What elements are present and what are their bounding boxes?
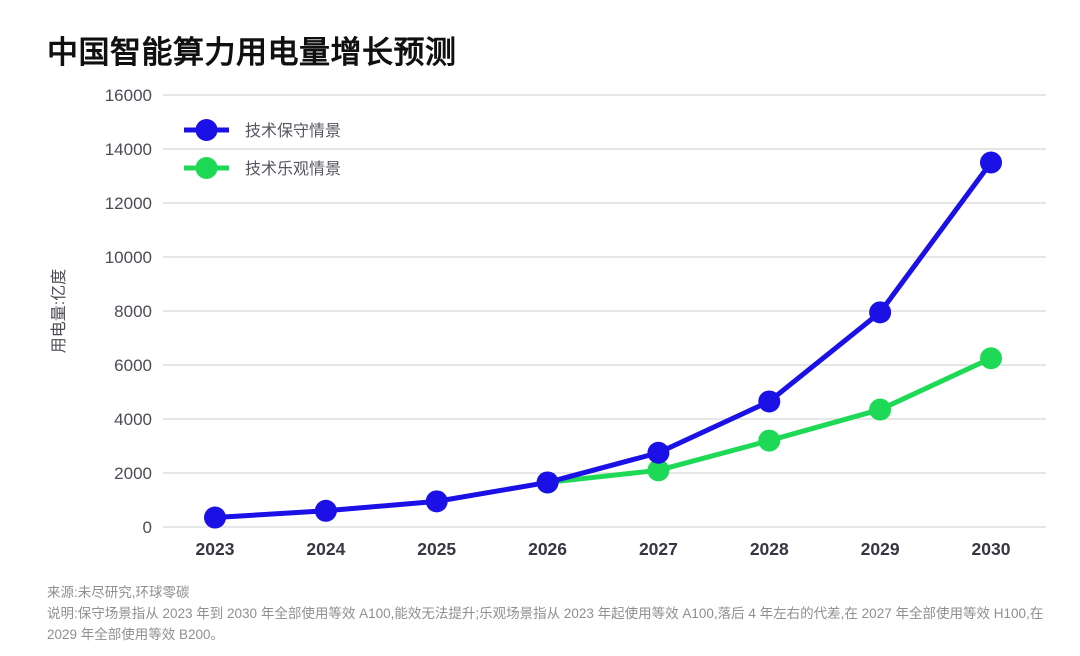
x-tick-label: 2026	[528, 539, 567, 559]
y-tick-label: 16000	[105, 86, 152, 105]
x-tick-label: 2029	[861, 539, 900, 559]
conservative-data-point	[204, 506, 226, 529]
conservative-data-point	[314, 499, 337, 522]
legend-label-conservative: 技术保守情景	[245, 122, 341, 140]
optimistic-data-point	[979, 347, 1002, 370]
chart-title: 中国智能算力用电量增长预测	[47, 34, 457, 70]
y-tick-label: 12000	[105, 194, 152, 213]
x-tick-label: 2030	[972, 539, 1011, 559]
description-note: 说明:保守场景指从 2023 年到 2030 年全部使用等效 A100,能效无法…	[47, 606, 1044, 642]
y-tick-label: 8000	[114, 302, 152, 321]
conservative-data-point	[647, 441, 670, 464]
legend-label-optimistic: 技术乐观情景	[245, 160, 341, 178]
y-axis-title: 用电量:亿度	[50, 269, 68, 353]
x-tick-label: 2027	[639, 539, 678, 559]
optimistic-data-point	[647, 459, 670, 482]
footnotes: 来源:未尽研究,环球零碳 说明:保守场景指从 2023 年到 2030 年全部使…	[47, 582, 1055, 645]
conservative-series-line	[212, 160, 994, 521]
conservative-data-point	[758, 390, 781, 413]
conservative-data-point	[425, 490, 448, 513]
y-tick-label: 6000	[114, 356, 152, 375]
x-tick-label: 2024	[306, 539, 345, 559]
y-tick-label: 14000	[105, 140, 152, 159]
line-chart: 0 2000 4000 6000 8000 10000 12000 14000 16000 202…	[50, 86, 1046, 559]
x-tick-label: 2023	[196, 539, 235, 559]
y-tick-label: 4000	[114, 410, 152, 429]
optimistic-data-point	[869, 398, 892, 421]
conservative-data-point	[536, 471, 559, 494]
x-tick-label: 2028	[750, 539, 789, 559]
y-tick-label: 10000	[105, 248, 152, 267]
legend-marker-dot-conservative	[195, 119, 218, 141]
legend-marker-dot-optimistic	[195, 157, 218, 179]
optimistic-data-point	[758, 429, 781, 452]
conservative-data-point	[869, 301, 892, 324]
y-tick-label: 0	[143, 518, 152, 537]
source-note: 来源:未尽研究,环球零碳	[47, 585, 190, 600]
conservative-data-point	[979, 151, 1002, 174]
x-tick-label: 2025	[417, 539, 456, 559]
y-tick-label: 2000	[114, 464, 152, 483]
